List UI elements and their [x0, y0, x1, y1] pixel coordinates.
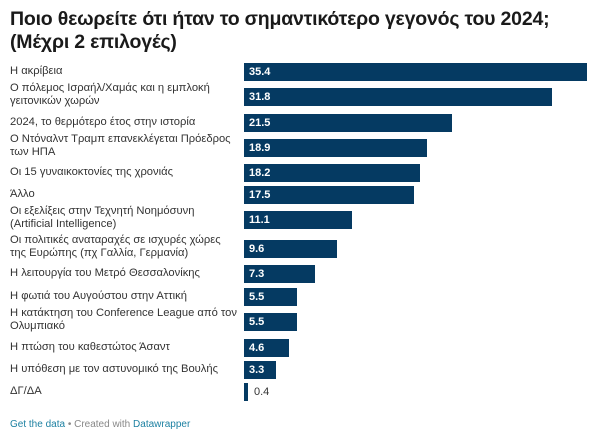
value-label: 21.5	[249, 117, 271, 129]
value-label: 3.3	[249, 364, 265, 376]
value-label: 5.5	[249, 316, 265, 328]
value-label: 7.3	[249, 268, 265, 280]
value-label: 18.2	[249, 167, 271, 179]
value-label: 31.8	[249, 91, 271, 103]
bar	[244, 164, 420, 182]
bar-row: Η ακρίβεια 35.4	[10, 63, 595, 81]
bar	[244, 339, 289, 357]
bar-row: Η πτώση του καθεστώτος Άσαντ 4.6	[10, 339, 595, 357]
bar-row: Η φωτιά του Αυγούστου στην Αττική 5.5	[10, 288, 595, 306]
category-label: Η κατάκτηση του Conference League από το…	[10, 307, 237, 332]
bar	[244, 88, 552, 106]
category-label: Η φωτιά του Αυγούστου στην Αττική	[10, 290, 187, 302]
category-label: 2024, το θερμότερο έτος στην ιστορία	[10, 116, 196, 128]
category-label: Η πτώση του καθεστώτος Άσαντ	[10, 341, 170, 353]
value-label: 4.6	[249, 342, 265, 354]
bar	[244, 361, 276, 379]
bar-row: Οι 15 γυναικοκτονίες της χρονιάς 18.2	[10, 164, 595, 182]
category-label: Οι εξελίξεις στην Τεχνητή Νοημόσυνη (Art…	[10, 205, 195, 230]
category-label: Η υπόθεση με τον αστυνομικό της Βουλής	[10, 363, 219, 375]
bar	[244, 313, 297, 331]
bar-row: Η υπόθεση με τον αστυνομικό της Βουλής 3.…	[10, 361, 595, 379]
category-label: Η ακρίβεια	[10, 65, 63, 77]
value-label: 5.5	[249, 291, 265, 303]
bar	[244, 114, 452, 132]
bar	[244, 265, 315, 283]
bar-row: ΔΓ/ΔΑ 0.4	[10, 383, 595, 401]
bar-row: Η λειτουργία του Μετρό Θεσσαλονίκης 7.3	[10, 265, 595, 283]
value-label: 35.4	[249, 66, 271, 78]
category-label: Η λειτουργία του Μετρό Θεσσαλονίκης	[10, 267, 200, 279]
bar-row: Ο Ντόναλντ Τραμπ επανεκλέγεται Πρόεδρος …	[10, 133, 595, 158]
category-label: Άλλο	[10, 188, 35, 200]
bar-row: Άλλο 17.5	[10, 186, 595, 204]
bar	[244, 383, 248, 401]
datawrapper-link[interactable]: Datawrapper	[133, 419, 191, 430]
bar	[244, 240, 337, 258]
bar-row: Ο πόλεμος Ισραήλ/Χαμάς και η εμπλοκή γει…	[10, 82, 595, 107]
category-label: Οι πολιτικές αναταραχές σε ισχυρές χώρες…	[10, 234, 221, 259]
bar-row: Η κατάκτηση του Conference League από το…	[10, 307, 595, 332]
bar	[244, 288, 297, 306]
value-label: 0.4	[254, 386, 270, 398]
bar-row: Οι εξελίξεις στην Τεχνητή Νοημόσυνη (Art…	[10, 205, 595, 230]
category-label: Ο πόλεμος Ισραήλ/Χαμάς και η εμπλοκή γει…	[10, 82, 210, 107]
footer: Get the data • Created with Datawrapper	[10, 419, 190, 430]
bar	[244, 63, 587, 81]
bar	[244, 139, 427, 157]
chart-title: Ποιο θεωρείτε ότι ήταν το σημαντικότερο …	[10, 8, 550, 53]
category-label: Ο Ντόναλντ Τραμπ επανεκλέγεται Πρόεδρος …	[10, 133, 231, 158]
bar-row: 2024, το θερμότερο έτος στην ιστορία 21.5	[10, 114, 595, 132]
category-label: ΔΓ/ΔΑ	[10, 385, 42, 397]
bar	[244, 186, 414, 204]
category-label: Οι 15 γυναικοκτονίες της χρονιάς	[10, 166, 173, 178]
get-the-data-link[interactable]: Get the data	[10, 419, 66, 430]
value-label: 18.9	[249, 142, 271, 154]
bar-row: Οι πολιτικές αναταραχές σε ισχυρές χώρες…	[10, 234, 595, 259]
value-label: 9.6	[249, 243, 265, 255]
bar	[244, 211, 352, 229]
value-label: 11.1	[249, 214, 270, 226]
footer-separator: • Created with	[65, 419, 134, 430]
value-label: 17.5	[249, 189, 271, 201]
